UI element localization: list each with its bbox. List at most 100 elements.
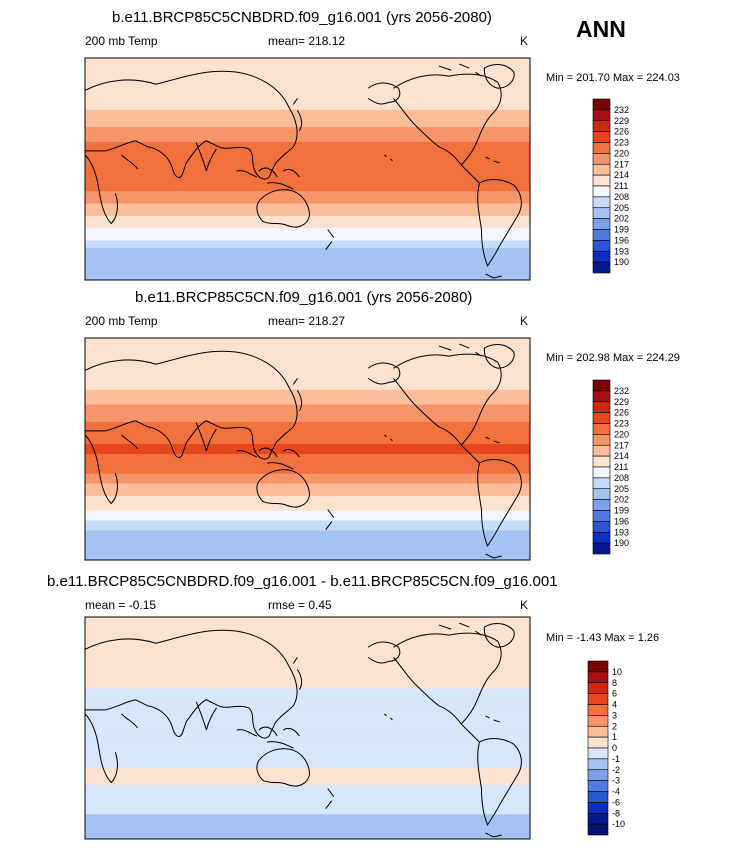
- colorbar-tick-label: 232: [614, 105, 629, 115]
- field-band: [85, 481, 530, 485]
- colorbar-tick-label: 217: [614, 159, 629, 169]
- field-band: [85, 377, 530, 381]
- field-band: [85, 468, 530, 472]
- field-band: [85, 382, 530, 386]
- map-frame: [84, 616, 531, 840]
- colorbar-swatch: [592, 531, 611, 544]
- field-band: [85, 87, 530, 91]
- field-band: [85, 267, 530, 271]
- colorbar-swatch: [592, 390, 611, 403]
- colorbar-swatch: [592, 207, 611, 219]
- colorbar-swatch: [592, 412, 611, 424]
- field-band: [85, 705, 530, 709]
- field-band: [85, 154, 530, 158]
- field-band: [85, 104, 530, 108]
- colorbar-swatch: [592, 120, 611, 132]
- colorbar-tick-label: 196: [614, 235, 629, 245]
- colorbar-tick-label: 205: [614, 484, 629, 494]
- field-band: [85, 520, 530, 524]
- field-band: [85, 387, 530, 391]
- field-band: [85, 151, 530, 155]
- colorbar-swatch: [587, 758, 609, 771]
- field-band: [85, 663, 530, 667]
- colorbar-swatch: [587, 660, 609, 673]
- colorbar-swatch: [592, 218, 611, 230]
- field-band: [85, 60, 530, 64]
- field-band: [85, 461, 530, 465]
- field-band: [85, 67, 530, 71]
- field-1: [85, 58, 530, 280]
- colorbar-tick-label: 0: [612, 743, 617, 753]
- field-band: [85, 836, 530, 839]
- colorbar-tick-label: 214: [614, 451, 629, 461]
- field-band: [85, 755, 530, 759]
- field-band: [85, 117, 530, 121]
- field-band: [85, 230, 530, 234]
- colorbar-swatch: [587, 791, 609, 803]
- field-band: [85, 183, 530, 187]
- colorbar-swatch: [592, 423, 611, 435]
- colorbar-tick-label: -10: [612, 819, 625, 829]
- field-band: [85, 523, 530, 527]
- field-band: [85, 500, 530, 504]
- field-band: [85, 816, 530, 820]
- colorbar-tick-label: -2: [612, 765, 620, 775]
- field-band: [85, 449, 530, 453]
- field-band: [85, 542, 530, 546]
- panel-3-minmax: Min = -1.43 Max = 1.26: [546, 632, 660, 644]
- colorbar-tick-label: -3: [612, 776, 620, 786]
- colorbar-2: 2322292262232202172142112082052021991961…: [592, 379, 629, 555]
- panel-2-variable-label: 200 mb Temp: [85, 314, 158, 328]
- field-band: [85, 77, 530, 81]
- colorbar-tick-label: 6: [612, 689, 617, 699]
- field-band: [85, 228, 530, 232]
- field-band: [85, 532, 530, 536]
- field-band: [85, 340, 530, 344]
- field-band: [85, 658, 530, 662]
- colorbar-tick-label: 196: [614, 516, 629, 526]
- field-band: [85, 208, 530, 212]
- colorbar-tick-label: 208: [614, 192, 629, 202]
- field-band: [85, 407, 530, 411]
- field-band: [85, 458, 530, 462]
- colorbar-tick-label: 214: [614, 170, 629, 180]
- colorbar-swatch: [592, 261, 611, 274]
- colorbar-swatch: [592, 131, 611, 143]
- colorbar-swatch: [592, 510, 611, 522]
- field-band: [85, 109, 530, 113]
- field-band: [85, 80, 530, 84]
- field-band: [85, 134, 530, 138]
- field-band: [85, 394, 530, 398]
- colorbar-swatch: [587, 736, 609, 749]
- field-band: [85, 651, 530, 655]
- field-band: [85, 223, 530, 227]
- field-band: [85, 424, 530, 428]
- field-band: [85, 656, 530, 660]
- colorbar-tick-label: 226: [614, 127, 629, 137]
- field-band: [85, 703, 530, 707]
- field-band: [85, 631, 530, 635]
- colorbar-swatch: [592, 109, 611, 122]
- field-band: [85, 70, 530, 74]
- colorbar-tick-label: 211: [614, 181, 628, 191]
- field-band: [85, 654, 530, 658]
- field-band: [85, 342, 530, 346]
- colorbar-tick-label: -6: [612, 797, 620, 807]
- field-band: [85, 752, 530, 756]
- field-band: [85, 723, 530, 727]
- field-band: [85, 58, 530, 62]
- field-band: [85, 193, 530, 197]
- field-band: [85, 159, 530, 163]
- colorbar-tick-label: 4: [612, 700, 617, 710]
- colorbar-swatch: [587, 747, 609, 760]
- field-band: [85, 404, 530, 408]
- field-band: [85, 634, 530, 638]
- field-band: [85, 389, 530, 393]
- field-band: [85, 379, 530, 383]
- colorbar-swatch: [592, 488, 611, 500]
- field-band: [85, 360, 530, 364]
- colorbar-swatch: [592, 542, 611, 555]
- colorbar-swatch: [587, 780, 609, 792]
- field-band: [85, 198, 530, 202]
- field-band: [85, 757, 530, 761]
